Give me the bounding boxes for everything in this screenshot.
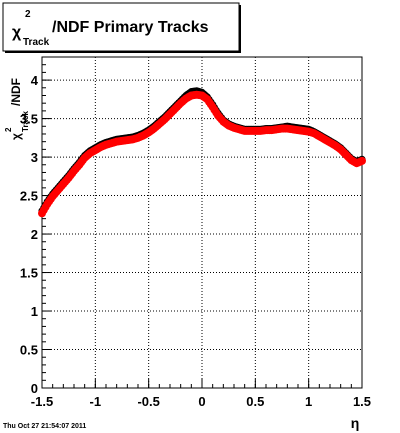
y-label-superscript: 2 xyxy=(4,127,13,132)
title-text: /NDF Primary Tracks xyxy=(52,19,209,36)
axis-ticks xyxy=(41,56,363,389)
grid-lines xyxy=(42,57,362,388)
data-point xyxy=(358,156,366,165)
y-tick-label: 0.5 xyxy=(20,343,38,358)
x-tick-label: -0.5 xyxy=(137,394,159,409)
title-superscript: 2 xyxy=(25,9,31,20)
x-tick-label: 0.5 xyxy=(246,394,264,409)
y-tick-labels: 0 0.5 1 1.5 2 2.5 3 3.5 4 xyxy=(20,73,39,396)
x-tick-label: -1.5 xyxy=(31,394,53,409)
y-tick-label: 2.5 xyxy=(20,189,38,204)
y-tick-label: 2 xyxy=(31,227,38,242)
data-series xyxy=(38,87,366,218)
chart-title: χ 2 Track /NDF Primary Tracks xyxy=(2,2,241,53)
x-tick-labels: -1.5 -1 -0.5 0 0.5 1 1.5 xyxy=(31,394,371,409)
series-2 xyxy=(38,90,366,218)
y-tick-label: 3.5 xyxy=(20,112,38,127)
x-tick-label: 1.5 xyxy=(353,394,371,409)
title-box xyxy=(2,2,240,52)
x-tick-label: 1 xyxy=(305,394,312,409)
y-tick-label: 1.5 xyxy=(20,266,38,281)
y-axis-label: χ 2 Track /NDF xyxy=(4,78,30,140)
x-tick-label: -1 xyxy=(90,394,102,409)
timestamp: Thu Oct 27 21:54:07 2011 xyxy=(3,423,86,430)
y-tick-label: 3 xyxy=(31,150,38,165)
title-box-shadow-bottom xyxy=(5,51,241,53)
y-label-text: /NDF xyxy=(9,78,23,106)
y-label-subscript: Track xyxy=(21,111,30,132)
y-tick-label: 0 xyxy=(31,381,38,396)
title-chi: χ xyxy=(12,24,22,41)
y-tick-label: 4 xyxy=(31,73,39,88)
x-axis-label: η xyxy=(351,415,360,431)
title-subscript: Track xyxy=(23,37,50,48)
y-tick-label: 1 xyxy=(31,304,38,319)
x-tick-label: 0 xyxy=(198,394,205,409)
title-box-shadow-right xyxy=(239,5,241,53)
y-label-chi: χ xyxy=(9,133,23,140)
